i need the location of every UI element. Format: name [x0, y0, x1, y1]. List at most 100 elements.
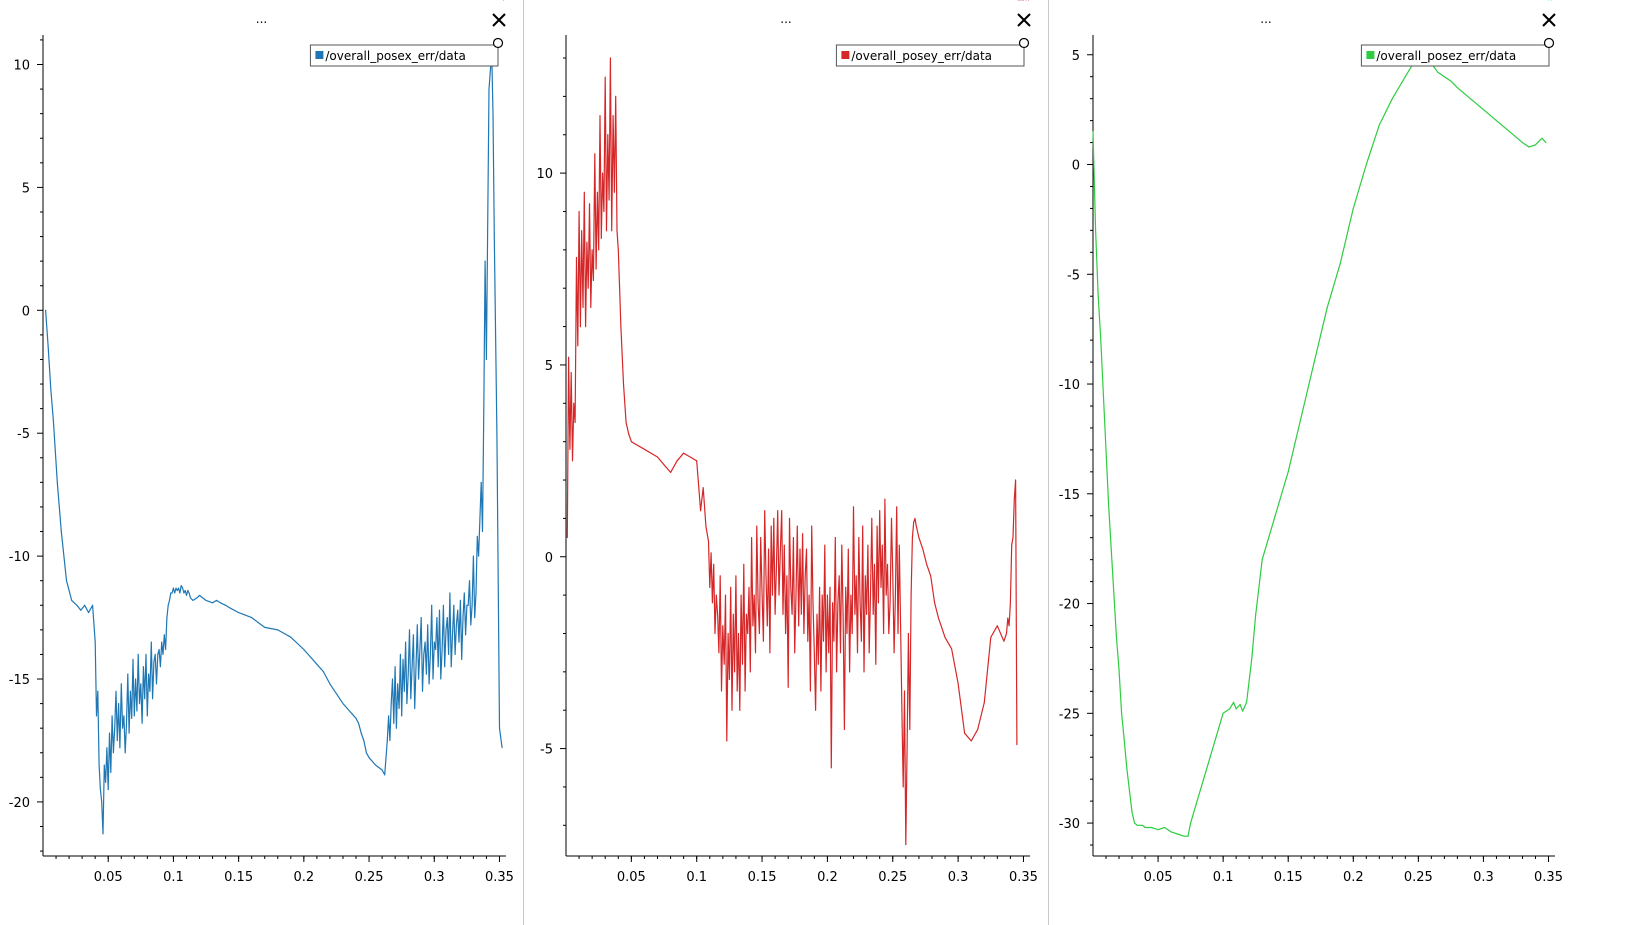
data-point: [455, 624, 457, 626]
data-point: [828, 652, 830, 654]
data-point: [590, 306, 592, 308]
data-point: [225, 604, 227, 606]
data-point: [161, 641, 163, 643]
circle-handle-icon[interactable]: [492, 37, 504, 49]
data-point: [731, 709, 733, 711]
data-point: [1100, 339, 1102, 341]
data-point: [427, 624, 429, 626]
data-point: [897, 633, 899, 634]
data-point: [149, 690, 151, 692]
data-point: [891, 517, 892, 519]
data-point: [422, 690, 423, 692]
x-tick-label: 0.1: [163, 870, 184, 885]
series-line[interactable]: [566, 57, 1018, 846]
data-point: [349, 710, 350, 712]
data-point: [1233, 701, 1235, 703]
y-tick-label: 0: [22, 304, 30, 319]
y-tick-label: 0: [1072, 159, 1080, 174]
data-point: [1535, 144, 1536, 146]
data-point: [843, 728, 845, 730]
data-point: [1404, 76, 1406, 78]
data-point: [573, 402, 575, 404]
y-tick-label: -20: [9, 796, 30, 811]
close-icon[interactable]: [489, 10, 509, 30]
data-point: [1339, 262, 1341, 264]
data-point: [131, 717, 133, 719]
data-point: [732, 613, 734, 615]
data-point: [909, 728, 911, 730]
data-point: [384, 774, 386, 776]
data-point: [1015, 479, 1017, 481]
data-point: [859, 602, 861, 604]
data-point: [1203, 778, 1205, 780]
chart-posex[interactable]: 0.05 0.1 0.15 0.2 0.25 0.3 0.35 -20 -15 -10 -5 0 5 10…: [0, 0, 523, 925]
data-point: [883, 633, 885, 634]
data-point: [1136, 824, 1138, 826]
data-point: [169, 599, 170, 601]
chart-posey[interactable]: 0.05 0.1 0.15 0.2 0.25 0.3 0.35 -5 0 5 10/overall_…: [524, 0, 1048, 925]
data-point: [360, 732, 362, 734]
data-point: [796, 525, 798, 527]
data-point: [290, 636, 292, 638]
data-point: [1509, 131, 1510, 133]
data-point: [1028, 0, 1030, 1]
data-point: [501, 747, 503, 749]
data-point: [394, 666, 396, 668]
data-point: [738, 633, 739, 634]
data-point: [440, 678, 442, 680]
legend-label: /overall_posex_err/data: [325, 49, 465, 63]
data-point: [176, 590, 178, 591]
data-point: [792, 537, 794, 539]
data-point: [390, 703, 392, 705]
data-point: [145, 653, 147, 655]
data-point: [683, 452, 685, 454]
chart-posez[interactable]: 0.05 0.1 0.15 0.2 0.25 0.3 0.35 -30 -25 -20 -15 -10…: [1049, 0, 1629, 925]
legend[interactable]: /overall_posey_err/data: [835, 37, 1030, 67]
data-point: [358, 722, 360, 724]
data-point: [585, 326, 587, 328]
circle-handle-icon[interactable]: [1543, 37, 1555, 49]
legend-swatch: [841, 51, 850, 59]
data-point: [264, 626, 266, 628]
series-line[interactable]: [1092, 54, 1547, 837]
data-point: [446, 617, 448, 619]
data-point: [144, 698, 146, 700]
close-icon[interactable]: [1014, 10, 1034, 30]
data-point: [170, 592, 172, 594]
data-point: [475, 592, 477, 594]
y-tick-label: 5: [1072, 49, 1080, 64]
data-point: [782, 613, 784, 615]
data-point: [316, 663, 318, 665]
legend[interactable]: /overall_posez_err/data: [1360, 37, 1555, 67]
data-point: [98, 764, 100, 766]
x-tick-label: 0.3: [1473, 870, 1494, 885]
data-point: [778, 594, 780, 596]
data-point: [875, 663, 877, 665]
data-point: [834, 537, 836, 539]
data-point: [122, 727, 124, 729]
series-line[interactable]: [45, 51, 503, 835]
data-point: [596, 191, 598, 193]
data-point: [785, 633, 787, 634]
legend[interactable]: /overall_posex_err/data: [309, 37, 504, 67]
circle-handle-icon[interactable]: [1018, 37, 1030, 49]
data-point: [753, 594, 755, 596]
data-point: [96, 715, 97, 717]
data-point: [809, 690, 811, 692]
y-tick-label: -5: [1067, 268, 1080, 283]
data-point: [111, 715, 113, 717]
panel-divider[interactable]: [523, 0, 524, 925]
data-point: [1102, 394, 1104, 396]
data-point: [628, 433, 630, 435]
data-point: [787, 686, 789, 688]
close-icon[interactable]: [1539, 10, 1559, 30]
x-tick-label: 0.35: [1534, 870, 1563, 885]
data-point: [150, 641, 152, 643]
panel-divider[interactable]: [1048, 0, 1049, 925]
panel-title: ...: [255, 12, 268, 26]
data-point: [722, 625, 724, 627]
data-point: [715, 594, 717, 596]
data-point: [879, 510, 881, 512]
data-point: [808, 594, 810, 596]
data-point: [445, 629, 447, 631]
